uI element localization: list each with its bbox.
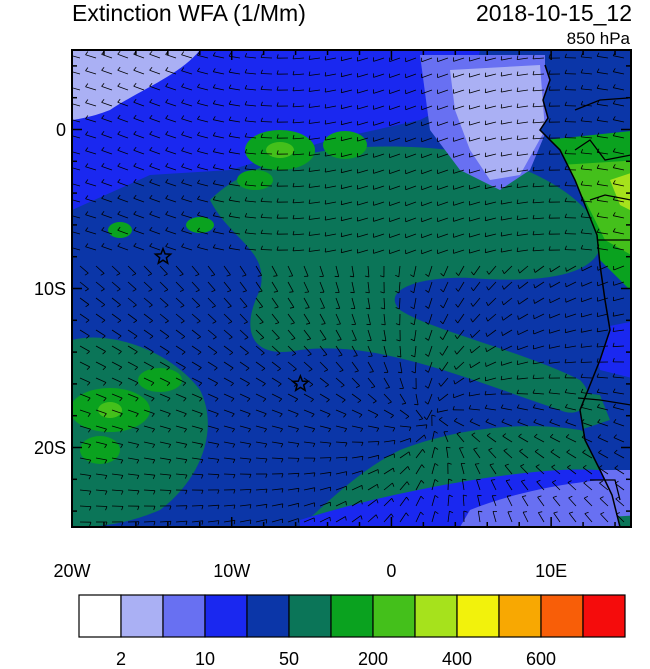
wind-barb-flag <box>325 56 326 60</box>
colorbar-label: 400 <box>432 649 482 669</box>
wind-barb-flag <box>501 136 502 140</box>
wind-barb-flag <box>501 232 502 236</box>
wind-barb-flag <box>325 248 326 252</box>
wind-barb-flag <box>250 520 251 524</box>
wind-barb <box>261 138 272 139</box>
colorbar-box <box>79 595 121 637</box>
wind-barb-flag <box>314 488 315 492</box>
wind-barb <box>261 154 272 155</box>
wind-barb-flag <box>613 312 614 316</box>
wind-barb <box>261 58 272 59</box>
colorbar-box <box>373 595 415 637</box>
wind-barb-flag <box>501 248 502 252</box>
wind-barb-flag <box>289 276 293 277</box>
wind-barb-flag <box>325 136 326 140</box>
wind-barb-flag <box>518 331 519 335</box>
wind-barb-flag <box>501 120 502 124</box>
wind-barb <box>261 122 272 123</box>
wind-barb <box>160 490 171 491</box>
wind-barb <box>261 186 272 187</box>
colorbar-box <box>583 595 625 637</box>
wind-barb <box>261 218 272 219</box>
colorbar-box <box>499 595 541 637</box>
wind-barb <box>581 378 592 379</box>
wind-barb-flag <box>437 408 438 412</box>
wind-barb <box>96 506 107 507</box>
wind-barb-flag <box>325 184 326 188</box>
wind-barb-flag <box>325 168 326 172</box>
wind-barb <box>261 106 272 107</box>
colorbar-box <box>331 595 373 637</box>
wind-barb <box>261 234 272 235</box>
y-tick-label: 0 <box>10 120 66 140</box>
wind-barb <box>448 479 449 490</box>
wind-barb-flag <box>501 152 502 156</box>
wind-barb-flag <box>501 56 502 60</box>
wind-barb <box>261 90 272 91</box>
map-plot-area <box>69 50 640 530</box>
colorbar-box <box>541 595 583 637</box>
wind-barb-flag <box>491 480 495 481</box>
colorbar-box <box>289 595 331 637</box>
x-tick-label: 10W <box>208 561 256 581</box>
wind-barb-flag <box>475 464 479 465</box>
colorbar-box <box>205 595 247 637</box>
y-tick-label: 10S <box>10 279 66 299</box>
wind-barb <box>261 74 272 75</box>
colorbar-label: 600 <box>516 649 566 669</box>
wind-barb-flag <box>325 152 326 156</box>
wind-barb-flag <box>501 184 502 188</box>
colorbar-label: 50 <box>264 649 314 669</box>
colorbar-box <box>121 595 163 637</box>
y-tick-label: 20S <box>10 438 66 458</box>
wind-barb <box>261 202 272 203</box>
wind-barb-flag <box>501 200 502 204</box>
wind-barb-flag <box>325 232 326 236</box>
wind-barb-flag <box>282 504 283 508</box>
wind-barb-flag <box>566 283 567 287</box>
wind-barb-flag <box>325 104 326 108</box>
wind-barb-flag <box>534 315 535 319</box>
wind-barb-flag <box>325 120 326 124</box>
colorbar-box <box>457 595 499 637</box>
colorbar-label: 200 <box>348 649 398 669</box>
wind-barb-flag <box>501 72 502 76</box>
x-tick-label: 10E <box>527 561 575 581</box>
wind-barb-flag <box>550 299 551 303</box>
wind-barb-flag <box>330 517 331 521</box>
colorbar-box <box>247 595 289 637</box>
wind-barb-flag <box>501 104 502 108</box>
x-tick-label: 0 <box>367 561 415 581</box>
wind-barb-flag <box>325 200 326 204</box>
wind-barb <box>581 362 592 363</box>
wind-barb <box>144 522 155 523</box>
wind-barb-flag <box>581 328 582 332</box>
wind-barb-flag <box>346 501 347 505</box>
wind-barb-flag <box>501 216 502 220</box>
colorbar <box>79 595 625 637</box>
colorbar-box <box>163 595 205 637</box>
x-tick-label: 20W <box>48 561 96 581</box>
wind-barb <box>261 170 272 171</box>
wind-barb-flag <box>501 88 502 92</box>
colorbar-label: 2 <box>96 649 146 669</box>
wind-barb <box>261 250 272 251</box>
wind-barb-flag <box>325 72 326 76</box>
wind-barb-flag <box>414 404 418 405</box>
wind-barb-flag <box>325 216 326 220</box>
wind-barb <box>368 442 379 443</box>
colorbar-label: 10 <box>180 649 230 669</box>
wind-barb-flag <box>582 267 583 271</box>
wind-barb-flag <box>325 88 326 92</box>
wind-barb <box>192 506 203 507</box>
colorbar-box <box>415 595 457 637</box>
wind-barb <box>224 474 235 475</box>
wind-barb-flag <box>501 168 502 172</box>
